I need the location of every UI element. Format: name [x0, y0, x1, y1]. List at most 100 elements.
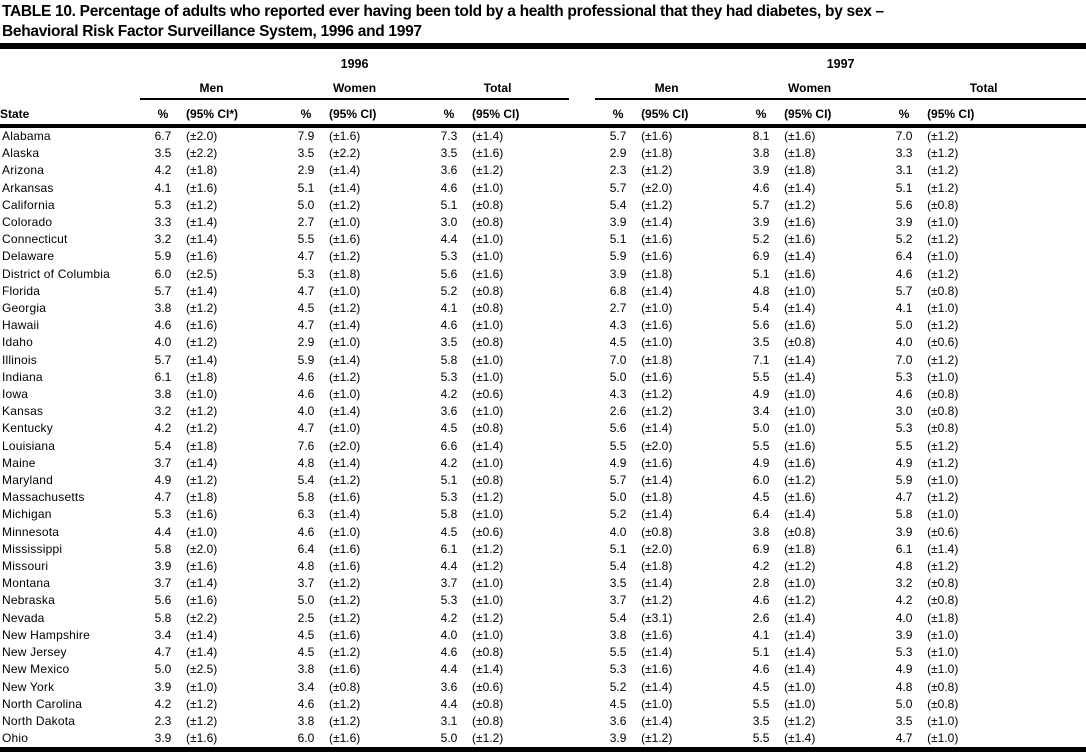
table-row: Nevada 5.8 (±2.2) 2.5 (±1.2) 4.2 (±1.2) …: [0, 610, 1086, 627]
row-gap: [569, 592, 595, 609]
table-row: Georgia 3.8 (±1.2) 4.5 (±1.2) 4.1 (±0.8)…: [0, 300, 1086, 317]
percent-value: 3.2: [154, 404, 172, 419]
ci-value: (±2.0): [641, 180, 673, 195]
percent-value: 3.0: [895, 404, 913, 419]
ci-value: (±1.0): [472, 249, 504, 264]
state-name: Nevada: [2, 610, 45, 625]
ci-header: (95% CI): [784, 99, 882, 128]
ci-value: (±0.8): [472, 215, 504, 230]
percent-value: 4.0: [609, 524, 627, 539]
ci-value: (±1.6): [186, 318, 218, 333]
table-row: Indiana 6.1 (±1.8) 4.6 (±1.2) 5.3 (±1.0)…: [0, 369, 1086, 386]
percent-value: 8.1: [752, 129, 770, 143]
ci-value: (±1.6): [784, 438, 816, 453]
percent-value: 6.1: [154, 369, 172, 384]
table-row: North Dakota 2.3 (±1.2) 3.8 (±1.2) 3.1 (…: [0, 713, 1086, 730]
percent-value: 3.7: [440, 576, 458, 591]
percent-value: 5.4: [609, 559, 627, 574]
ci-value: (±1.0): [472, 576, 504, 591]
state-name: New Jersey: [2, 645, 67, 660]
ci-value: (±1.6): [641, 662, 673, 677]
ci-value: (±1.0): [329, 335, 361, 350]
percent-value: 4.8: [752, 283, 770, 298]
year-header-1997: 1997: [826, 57, 855, 71]
ci-value: (±1.4): [784, 301, 816, 316]
ci-value: (±1.2): [186, 473, 218, 488]
table-row: Florida 5.7 (±1.4) 4.7 (±1.0) 5.2 (±0.8)…: [0, 283, 1086, 300]
percent-value: 4.2: [895, 593, 913, 608]
ci-value: (±0.8): [472, 421, 504, 436]
percent-value: 5.3: [297, 266, 315, 281]
percent-value: 5.5: [752, 369, 770, 384]
percent-value: 5.3: [440, 593, 458, 608]
percent-value: 5.5: [609, 645, 627, 660]
ci-value: (±1.4): [784, 352, 816, 367]
percent-value: 3.1: [895, 163, 913, 178]
row-gap: [569, 386, 595, 403]
percent-value: 3.9: [154, 731, 172, 746]
row-gap: [569, 627, 595, 644]
subgroup-women-1997: Women: [738, 71, 882, 100]
percent-value: 3.4: [154, 627, 172, 642]
percent-value: 3.8: [154, 387, 172, 402]
percent-value: 2.9: [297, 335, 315, 350]
ci-value: (±1.0): [927, 507, 959, 522]
row-gap: [569, 369, 595, 386]
percent-value: 5.9: [154, 249, 172, 264]
percent-value: 4.5: [440, 421, 458, 436]
percent-value: 5.7: [895, 283, 913, 298]
percent-value: 2.7: [297, 215, 315, 230]
ci-value: (±0.8): [927, 593, 959, 608]
percent-value: 3.0: [440, 215, 458, 230]
percent-value: 5.2: [609, 507, 627, 522]
ci-value: (±2.2): [186, 610, 218, 625]
ci-value: (±1.4): [186, 627, 218, 642]
ci-value: (±1.0): [927, 627, 959, 642]
percent-value: 6.0: [154, 266, 172, 281]
percent-value: 3.9: [609, 731, 627, 746]
percent-value: 6.1: [440, 541, 458, 556]
ci-value: (±0.8): [784, 335, 816, 350]
ci-value: (±1.2): [784, 197, 816, 212]
pct-header: %: [283, 99, 329, 128]
ci-value: (±1.0): [784, 696, 816, 711]
ci-value: (±1.2): [927, 146, 959, 161]
ci-value: (±1.2): [784, 713, 816, 728]
row-gap: [569, 145, 595, 162]
percent-value: 4.8: [895, 679, 913, 694]
row-gap: [569, 283, 595, 300]
row-gap: [569, 472, 595, 489]
ci-value: (±1.0): [329, 524, 361, 539]
ci-value: (±2.5): [186, 662, 218, 677]
percent-value: 5.5: [895, 438, 913, 453]
ci-value: (±1.6): [641, 129, 673, 143]
row-gap: [569, 575, 595, 592]
ci-value: (±1.0): [329, 283, 361, 298]
ci-value: (±1.0): [784, 404, 816, 419]
percent-value: 5.3: [154, 197, 172, 212]
table-row: Nebraska 5.6 (±1.6) 5.0 (±1.2) 5.3 (±1.0…: [0, 592, 1086, 609]
ci-value: (±1.4): [186, 645, 218, 660]
row-gap: [569, 180, 595, 197]
percent-value: 4.5: [297, 301, 315, 316]
percent-value: 6.9: [752, 249, 770, 264]
state-name: New Mexico: [2, 662, 70, 677]
ci-value: (±1.6): [472, 146, 504, 161]
ci-value: (±2.0): [186, 129, 218, 143]
ci-value: (±1.2): [329, 473, 361, 488]
ci-value: (±0.8): [927, 576, 959, 591]
percent-value: 6.4: [752, 507, 770, 522]
percent-value: 7.0: [895, 129, 913, 143]
ci-value: (±1.6): [329, 129, 361, 143]
percent-value: 3.9: [752, 163, 770, 178]
percent-value: 4.5: [297, 645, 315, 660]
table-row: Kansas 3.2 (±1.2) 4.0 (±1.4) 3.6 (±1.0) …: [0, 403, 1086, 420]
state-name: Hawaii: [2, 318, 40, 333]
percent-value: 4.4: [440, 662, 458, 677]
table-row: Kentucky 4.2 (±1.2) 4.7 (±1.0) 4.5 (±0.8…: [0, 420, 1086, 437]
percent-value: 4.3: [609, 387, 627, 402]
percent-value: 5.6: [154, 593, 172, 608]
ci-value: (±0.8): [641, 524, 673, 539]
percent-value: 3.5: [609, 576, 627, 591]
table-body: Alabama 6.7 (±2.0) 7.9 (±1.6) 7.3 (±1.4)…: [0, 126, 1086, 752]
